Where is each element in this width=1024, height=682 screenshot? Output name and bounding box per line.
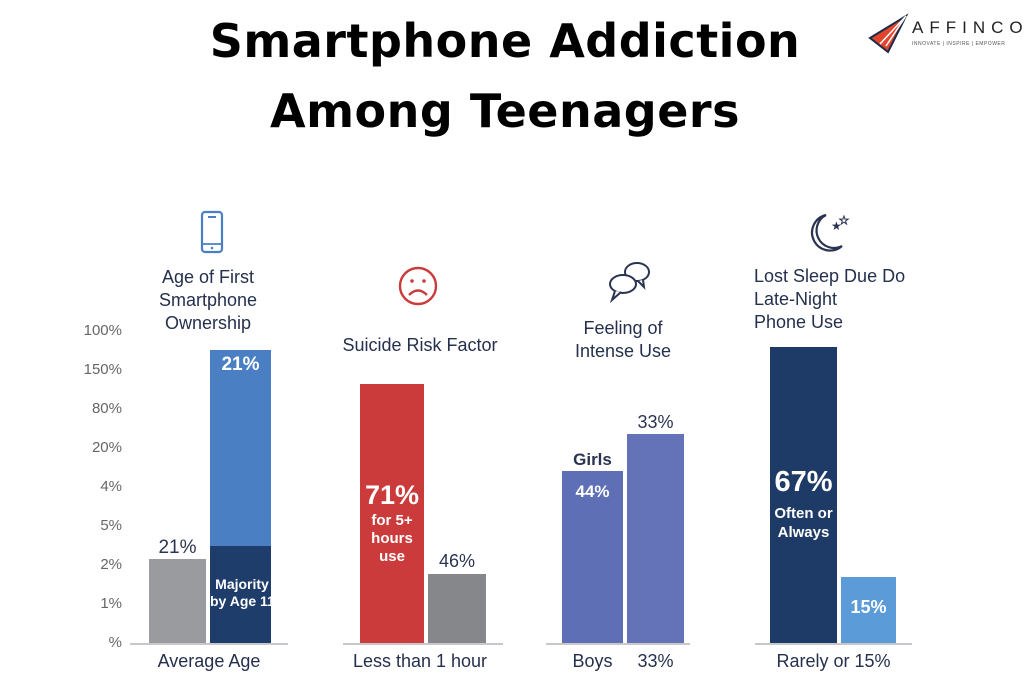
bar <box>360 384 424 643</box>
baseline-panel-3 <box>546 643 690 645</box>
x-label-panel-3-right: 33% <box>637 651 674 671</box>
logo-name: AFFINCO <box>912 18 1024 37</box>
chat-bubbles-icon <box>609 262 650 304</box>
bar <box>841 577 896 643</box>
y-tick-label: % <box>108 634 122 651</box>
panel-title-suicide-risk: Suicide Risk Factor <box>342 335 498 355</box>
title-line-2: Among Teenagers <box>270 84 740 138</box>
bar <box>562 471 623 643</box>
panel-title-first-ownership: Age of First Smartphone Ownership <box>158 267 258 333</box>
svg-text:★: ★ <box>839 215 849 227</box>
x-label-panel-1: Average Age <box>157 651 261 671</box>
bar-sublabel: Often or Always <box>774 505 833 541</box>
bar-label: 21% <box>158 537 197 558</box>
y-tick-label: 100% <box>83 322 122 339</box>
bar <box>428 574 486 643</box>
y-tick-label: 80% <box>91 400 122 417</box>
y-tick-label: 2% <box>100 556 122 573</box>
baseline-panel-2 <box>343 643 503 645</box>
bar <box>210 546 271 643</box>
bar <box>770 346 837 643</box>
title-line-1: Smartphone Addiction <box>209 14 801 68</box>
bar-label: 71% <box>364 480 420 510</box>
bar-label: Majority by Age 11 <box>210 576 274 609</box>
baseline-panel-4 <box>755 643 912 645</box>
x-label-panel-2: Less than 1 hour <box>352 651 488 671</box>
x-label-panel-3-left: Boys <box>572 651 613 671</box>
moon-stars-icon: ★ ★ <box>810 213 850 252</box>
smartphone-icon <box>200 210 224 254</box>
y-tick-label: 20% <box>91 439 122 456</box>
y-tick-label: 1% <box>100 595 122 612</box>
y-tick-label: 150% <box>83 361 122 378</box>
panel-title-lost-sleep: Lost Sleep Due Do Late-Night Phone Use <box>754 266 906 332</box>
y-tick-label: 4% <box>100 478 122 495</box>
bar-label: 44% <box>575 482 610 501</box>
paper-plane-icon <box>868 13 909 54</box>
svg-text:★: ★ <box>831 219 842 233</box>
bar <box>627 433 684 643</box>
bar-label: 15% <box>850 597 887 617</box>
affinco-logo: AFFINCO INNOVATE | INSPIRE | EMPOWER <box>868 13 1023 54</box>
bar-label: 67% <box>774 466 833 498</box>
bar <box>149 558 206 643</box>
baseline-panel-1 <box>130 643 288 645</box>
logo-tagline: INNOVATE | INSPIRE | EMPOWER <box>912 41 1006 47</box>
bar-top-label: Girls <box>573 450 612 469</box>
bar-label: 46% <box>438 551 476 571</box>
bar-label: 21% <box>221 354 260 375</box>
bar-sublabel: for 5+ hours use <box>371 512 413 565</box>
y-tick-label: 5% <box>100 517 122 534</box>
x-label-panel-4: Rarely or 15% <box>776 651 891 671</box>
panel-title-intense-use: Feeling of Intense Use <box>574 318 672 361</box>
bar-label: 33% <box>637 412 674 432</box>
sad-face-icon <box>398 266 438 306</box>
